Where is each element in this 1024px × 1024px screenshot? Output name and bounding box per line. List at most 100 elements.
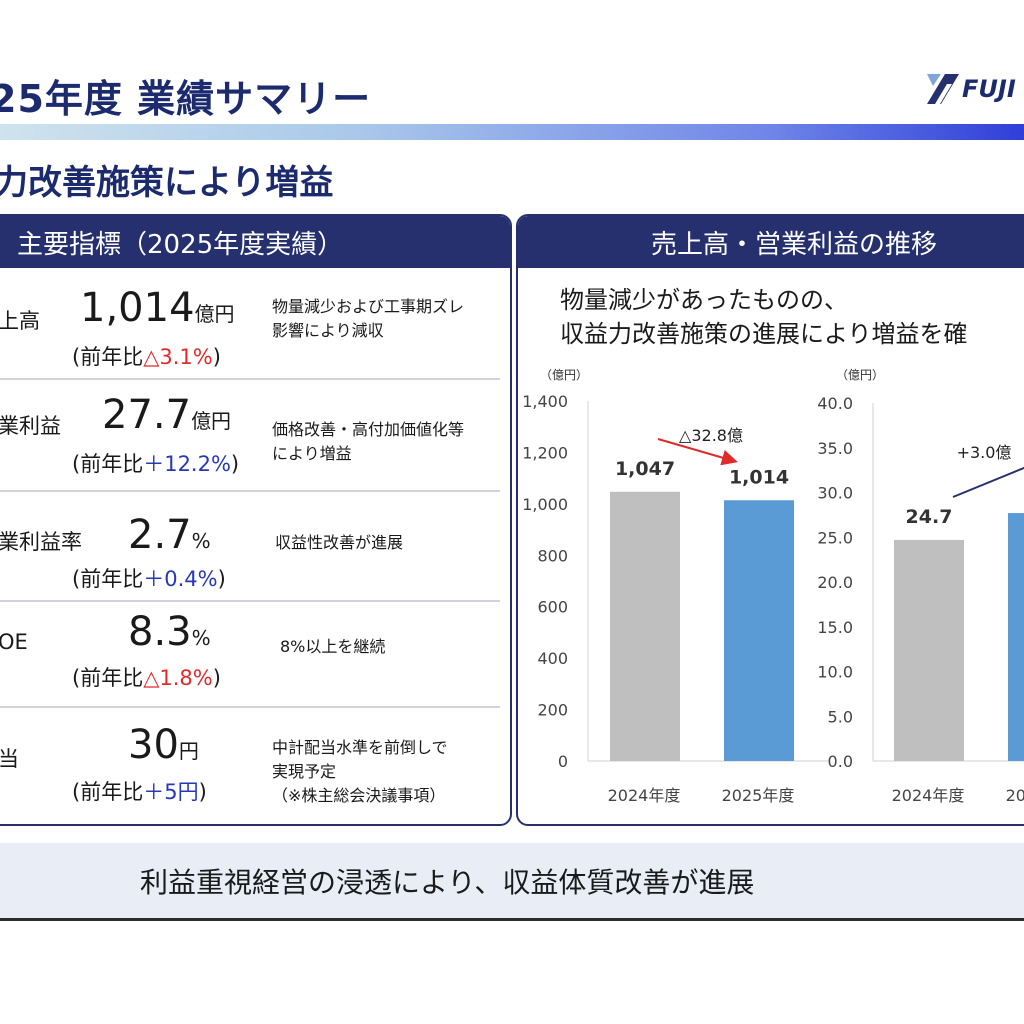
kpi-unit: 円 <box>178 739 199 763</box>
kpi-row-sales: 上高 1,014億円 (前年比△3.1%) 物量減少および工事期ズレ 影響により… <box>0 268 500 380</box>
note-line: 実現予定 <box>272 762 337 781</box>
change-prefix: (前年比 <box>72 452 144 476</box>
change-value: △1.8% <box>143 666 213 690</box>
change-value: ＋12.2% <box>143 452 231 476</box>
y-tick-label: 800 <box>537 546 568 565</box>
note-line: 価格改善・高付加価値化等 <box>272 420 465 439</box>
data-label: 1,014 <box>729 466 789 488</box>
kpi-label: 業利益 <box>0 414 61 438</box>
kpi-label: 業利益率 <box>0 530 82 554</box>
kpi-row-operating-margin: 業利益率 2.7% (前年比＋0.4%) 収益性改善が進展 <box>0 492 500 602</box>
kpi-number: 2.7 <box>128 512 192 558</box>
note-line: 物量減少および工事期ズレ <box>272 297 465 316</box>
kpi-change: (前年比＋0.4%) <box>72 563 226 593</box>
change-suffix: ) <box>217 567 226 591</box>
kpi-panel: 主要指標（2025年度実績） <box>0 214 512 826</box>
kpi-panel-title: 主要指標（2025年度実績） <box>17 229 344 260</box>
change-value: △3.1% <box>143 345 213 369</box>
change-suffix: ) <box>198 780 207 804</box>
change-suffix: ) <box>212 666 221 690</box>
kpi-number: 8.3 <box>128 609 192 655</box>
caption-line: 収益力改善施策の進展により増益を確 <box>560 320 968 348</box>
change-suffix: ) <box>212 345 221 369</box>
note-line: により増益 <box>272 444 352 463</box>
y-unit-label: （億円） <box>836 368 884 382</box>
kpi-unit: % <box>191 529 211 553</box>
y-tick-label: 200 <box>537 701 568 720</box>
y-tick-label: 1,000 <box>522 495 568 514</box>
change-prefix: (前年比 <box>72 666 144 690</box>
kpi-change: (前年比△1.8%) <box>72 662 221 692</box>
kpi-label: 上高 <box>0 309 40 333</box>
change-value: ＋0.4% <box>143 567 218 591</box>
kpi-note: 物量減少および工事期ズレ 影響により減収 <box>272 295 464 343</box>
change-annotation: +3.0億 <box>957 443 1012 462</box>
x-tick-label: 2025年度 <box>1006 786 1024 805</box>
data-label: 24.7 <box>906 506 953 528</box>
y-tick-label: 30.0 <box>817 484 853 503</box>
change-prefix: (前年比 <box>72 345 144 369</box>
y-tick-label: 15.0 <box>817 618 853 637</box>
y-tick-label: 400 <box>537 649 568 668</box>
kpi-panel-header: 主要指標（2025年度実績） <box>0 216 510 268</box>
kpi-value: 8.3% <box>128 609 211 655</box>
change-prefix: (前年比 <box>72 780 144 804</box>
kpi-unit: 億円 <box>194 302 235 326</box>
kpi-number: 30 <box>128 722 179 768</box>
kpi-unit: % <box>191 626 211 650</box>
company-logo: FUJI <box>925 72 1016 106</box>
note-line: 中計配当水準を前倒しで <box>272 738 448 757</box>
kpi-row-operating-profit: 業利益 27.7億円 (前年比＋12.2%) 価格改善・高付加価値化等 により増… <box>0 380 500 492</box>
kpi-value: 27.7億円 <box>102 392 231 438</box>
y-tick-label: 0 <box>558 752 568 771</box>
y-tick-label: 1,400 <box>522 392 568 411</box>
title-underline-bar <box>0 124 1024 140</box>
fuji-logo-icon <box>927 74 959 104</box>
note-line: 8%以上を継続 <box>280 637 386 656</box>
kpi-change: (前年比＋5円) <box>72 776 207 806</box>
summary-band <box>0 843 1024 921</box>
charts-svg: （億円） 0 200 400 600 800 1,000 1,200 1,400 1,047 202… <box>522 368 1024 805</box>
y-tick-label: 600 <box>537 598 568 617</box>
kpi-label: OE <box>0 630 28 654</box>
kpi-note: 収益性改善が進展 <box>275 531 403 555</box>
kpi-list: 上高 1,014億円 (前年比△3.1%) 物量減少および工事期ズレ 影響により… <box>0 268 500 820</box>
y-tick-label: 10.0 <box>817 663 853 682</box>
y-tick-label: 40.0 <box>817 394 853 413</box>
x-tick-label: 2025年度 <box>722 786 795 805</box>
x-tick-label: 2024年度 <box>892 786 965 805</box>
kpi-number: 1,014 <box>80 285 195 331</box>
bar <box>894 539 964 761</box>
change-value: ＋5円 <box>143 780 199 804</box>
caption-line: 物量減少があったものの、 <box>560 286 848 314</box>
kpi-value: 2.7% <box>128 512 211 558</box>
y-tick-label: 1,200 <box>522 443 568 462</box>
kpi-unit: 億円 <box>191 409 232 433</box>
note-line: 影響により減収 <box>272 321 384 340</box>
y-tick-label: 0.0 <box>828 752 853 771</box>
kpi-value: 1,014億円 <box>80 285 235 331</box>
change-arrow <box>657 438 738 466</box>
kpi-note: 価格改善・高付加価値化等 により増益 <box>272 418 464 466</box>
chart-panel-title: 売上高・営業利益の推移 <box>651 229 938 260</box>
chart-caption: 物量減少があったものの、 収益力改善施策の進展により増益を確 <box>560 283 968 351</box>
kpi-row-dividend: 当 30円 (前年比＋5円) 中計配当水準を前倒しで 実現予定 （※株主総会決議… <box>0 708 500 818</box>
y-tick-label: 20.0 <box>817 573 853 592</box>
y-tick-label: 25.0 <box>817 528 853 547</box>
kpi-number: 27.7 <box>102 392 192 438</box>
kpi-change: (前年比＋12.2%) <box>72 448 239 478</box>
operating-profit-chart: （億円） 0.0 5.0 10.0 15.0 20.0 25.0 30.0 35.0 40.0 24… <box>817 368 1024 805</box>
bar <box>1008 513 1024 761</box>
kpi-note: 8%以上を継続 <box>280 635 385 659</box>
kpi-value: 30円 <box>128 722 199 768</box>
summary-message: 利益重視経営の浸透により、収益体質改善が進展 <box>140 866 755 899</box>
sales-chart: （億円） 0 200 400 600 800 1,000 1,200 1,400 1,047 202… <box>522 368 828 805</box>
bar <box>610 491 680 761</box>
y-tick-label: 5.0 <box>828 707 853 726</box>
kpi-change: (前年比△3.1%) <box>72 341 221 371</box>
bar <box>724 500 794 761</box>
change-prefix: (前年比 <box>72 567 144 591</box>
kpi-note: 中計配当水準を前倒しで 実現予定 （※株主総会決議事項） <box>272 736 448 808</box>
change-annotation: △32.8億 <box>679 426 743 445</box>
headline: 力改善施策により増益 <box>0 163 334 203</box>
